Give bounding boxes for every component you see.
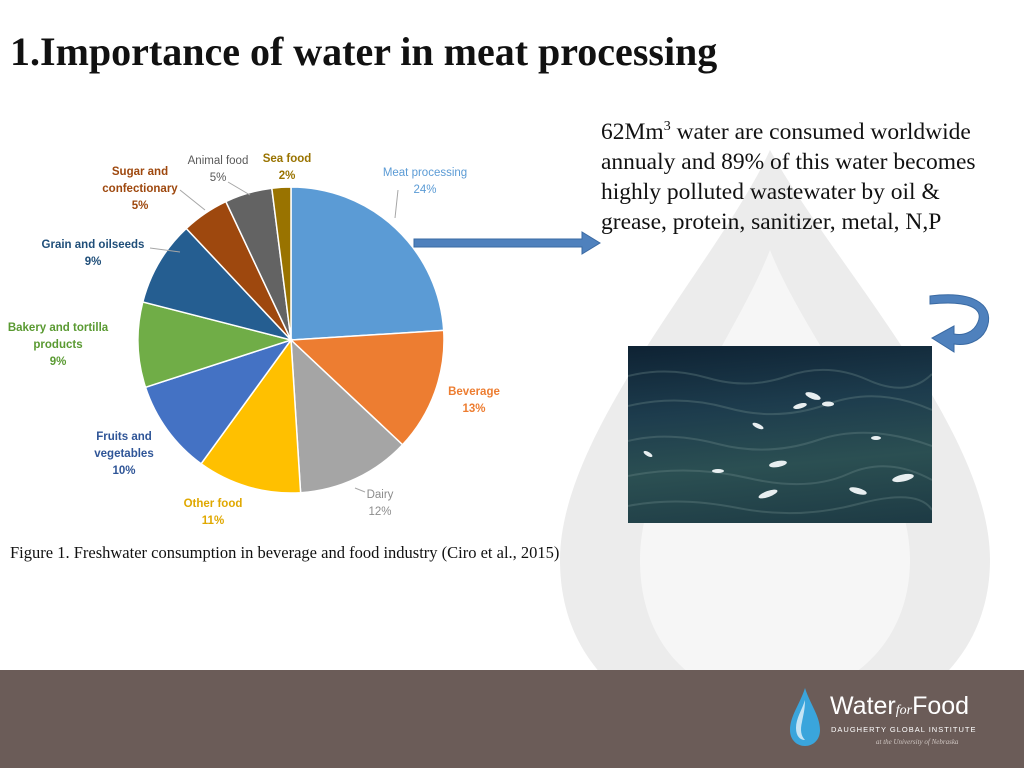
pie-label-fruits-and-vegetables: Fruits and vegetables 10% <box>94 431 153 477</box>
pie-label-sugar-and-confectionary: Sugar and confectionary 5% <box>102 166 178 212</box>
logo-tagline: at the University of Nebraska <box>876 738 959 746</box>
slide-title: 1.Importance of water in meat processing <box>10 29 718 74</box>
pie-pct-beverage: 13% <box>462 403 485 415</box>
pie-leader-line <box>227 181 251 196</box>
logo-wordmark: WaterforFood <box>830 692 969 721</box>
logo-drop-icon <box>790 688 820 746</box>
polluted-water-photo <box>628 346 932 523</box>
figure-caption: Figure 1. Freshwater consumption in beve… <box>10 543 560 562</box>
logo-food: Food <box>912 692 970 720</box>
pie-label-dairy: Dairy 12% <box>367 489 394 518</box>
pie-pct-dairy: 12% <box>368 506 391 518</box>
water-for-food-logo[interactable]: WaterforFood DAUGHERTY GLOBAL INSTITUTE … <box>784 684 994 754</box>
pie-label-other-food: Other food 11% <box>184 498 243 527</box>
pie-slice-bakery-and-tortilla-products <box>137 301 294 389</box>
pie-label-beverage: Beverage 13% <box>448 386 500 415</box>
pie-label-bakery-and-tortilla-products: Bakery and tortilla products 9% <box>8 322 109 368</box>
pie-pct-bakery-and-tortilla-products: 9% <box>50 356 67 368</box>
pie-slice-other-food <box>200 337 302 494</box>
pie-leader-line <box>179 189 206 211</box>
note-superscript: 3 <box>663 119 671 135</box>
pie-leader-line <box>354 487 366 493</box>
pie-slice-dairy <box>290 338 404 494</box>
pie-chart: Meat processing 24% Beverage 13% Dairy 12% Oth… <box>8 153 500 527</box>
pie-slice-sea-food <box>270 186 292 341</box>
note-lead: 62Mm <box>601 119 664 145</box>
pie-pct-sugar-and-confectionary: 5% <box>132 200 149 212</box>
water-surface-image <box>628 368 932 515</box>
pie-pct-sea-food: 2% <box>279 170 296 182</box>
pie-slice-fruits-and-vegetables <box>144 338 293 465</box>
footer-bar <box>0 670 1024 768</box>
pie-label-animal-food: Animal food 5% <box>188 155 249 184</box>
right-arrow-icon <box>413 231 601 255</box>
pie-slice-meat-processing <box>290 186 445 341</box>
logo-water: Water <box>830 692 896 720</box>
pie-leader-line <box>149 247 181 253</box>
pie-pct-animal-food: 5% <box>210 172 227 184</box>
pie-leader-line <box>394 189 399 219</box>
pie-label-grain-and-oilseeds: Grain and oilseeds 9% <box>42 239 145 268</box>
pie-slice-beverage <box>289 329 445 446</box>
logo-institute: DAUGHERTY GLOBAL INSTITUTE <box>831 725 977 734</box>
water-note: 62Mm3 water are consumed worldwide annua… <box>601 117 981 237</box>
pie-label-sea-food: Sea food 2% <box>263 153 312 182</box>
curved-arrow-icon <box>929 294 990 353</box>
pie-pct-other-food: 11% <box>202 515 224 527</box>
pie-pct-meat-processing: 24% <box>413 184 436 196</box>
pie-slice-grain-and-oilseeds <box>141 227 294 342</box>
pie-pct-grain-and-oilseeds: 9% <box>85 256 102 268</box>
pie-pct-fruits-and-vegetables: 10% <box>112 465 135 477</box>
note-rest: water are consumed worldwide annualy and… <box>601 119 976 235</box>
logo-for: for <box>895 703 913 718</box>
pie-label-meat-processing: Meat processing 24% <box>383 167 467 196</box>
